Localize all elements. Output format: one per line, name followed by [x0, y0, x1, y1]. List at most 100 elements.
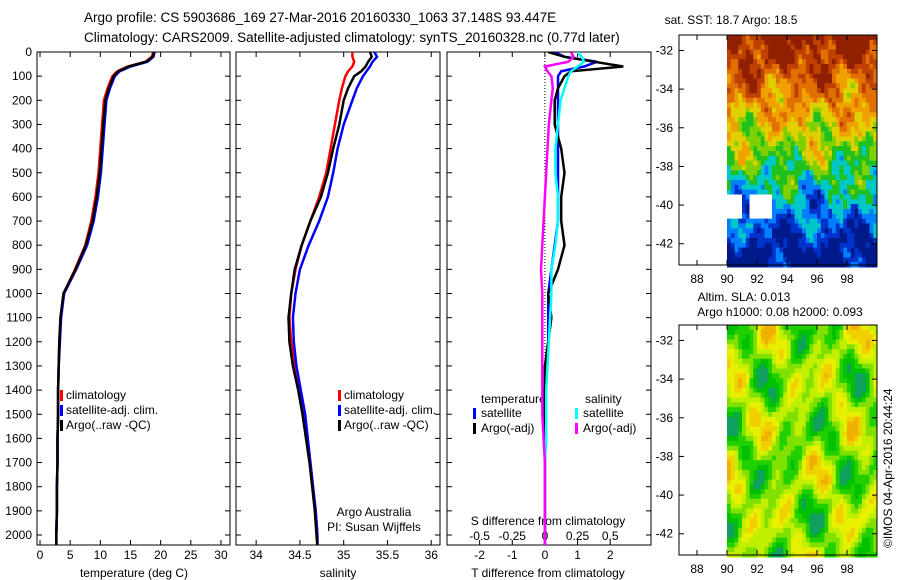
sst-cell — [828, 54, 833, 60]
sst-cell — [764, 242, 769, 249]
sla-cell — [764, 325, 769, 331]
sst-cell — [764, 189, 769, 195]
sst-cell — [839, 122, 844, 128]
sla-cell — [787, 412, 792, 418]
sst-cell — [768, 141, 773, 147]
sst-cell — [802, 64, 807, 70]
sla-cell — [850, 455, 855, 461]
sla-cell — [858, 329, 863, 336]
sst-cell — [749, 208, 754, 215]
sla-cell — [805, 387, 810, 394]
sla-cell — [862, 547, 867, 553]
sla-cell — [820, 474, 825, 481]
sst-cell — [787, 136, 792, 142]
diff-legend-label: satellite — [481, 406, 522, 420]
sla-cell — [813, 474, 818, 481]
sla-cell — [817, 402, 822, 408]
sla-cell — [862, 460, 867, 466]
sla-cell — [727, 373, 732, 379]
sst-cell — [753, 165, 758, 171]
sla-cell — [753, 397, 758, 403]
sla-cell — [824, 412, 829, 418]
sla-cell — [745, 503, 750, 510]
sla-cell — [839, 441, 844, 447]
sst-cell — [738, 59, 743, 65]
sst-cell — [850, 88, 855, 94]
sst-cell — [798, 126, 803, 133]
sla-cell — [858, 387, 863, 394]
sst-cell — [854, 93, 859, 99]
sst-cell — [854, 233, 859, 239]
sst-cell — [738, 175, 743, 181]
sla-cell — [802, 445, 807, 452]
sst-cell — [862, 160, 867, 166]
sst-cell — [757, 242, 762, 249]
sla-cell — [772, 392, 777, 398]
sst-cell — [727, 78, 732, 84]
salinity-xtick-label: 35.5 — [376, 548, 400, 562]
sla-cell — [854, 383, 859, 389]
sst-cell — [805, 73, 810, 80]
s-diff-tick-label: -0.25 — [499, 529, 527, 543]
sst-cell — [817, 93, 822, 99]
sst-cell — [779, 165, 784, 171]
sst-cell — [843, 97, 848, 104]
sst-cell — [798, 97, 803, 104]
sst-cell — [805, 247, 810, 253]
sla-cell — [772, 426, 777, 432]
sla-cell — [865, 503, 870, 510]
sst-cell — [820, 175, 825, 181]
sst-cell — [843, 131, 848, 137]
sst-cell — [798, 189, 803, 195]
sla-cell — [779, 508, 784, 514]
sst-cell — [858, 160, 863, 166]
sla-cell — [738, 431, 743, 437]
sst-cell — [749, 39, 754, 46]
sla-cell — [839, 344, 844, 350]
sst-cell — [854, 83, 859, 89]
sla-cell — [817, 489, 822, 495]
sst-cell — [873, 136, 878, 142]
sla-cell — [854, 392, 859, 398]
sla-cell — [817, 358, 822, 365]
sst-cell — [798, 146, 803, 152]
sla-cell — [824, 378, 829, 384]
sla-cell — [828, 426, 833, 432]
sst-cell — [775, 146, 780, 152]
sst-cell — [865, 141, 870, 147]
sla-cell — [824, 431, 829, 437]
sla-cell — [847, 368, 852, 374]
sla-cell — [869, 494, 874, 500]
sla-cell — [873, 368, 878, 374]
sst-cell — [775, 131, 780, 137]
sst-cell — [787, 155, 792, 162]
sst-cell — [869, 184, 874, 191]
sla-cell — [858, 349, 863, 355]
sst-cell — [817, 83, 822, 89]
sst-cell — [742, 83, 747, 89]
sla-cell — [794, 537, 799, 543]
sst-cell — [798, 49, 803, 55]
sla-cell — [772, 518, 777, 524]
sst-cell — [787, 117, 792, 123]
sst-cell — [738, 237, 743, 244]
sla-cell — [820, 450, 825, 456]
sla-cell — [775, 537, 780, 543]
sst-cell — [798, 122, 803, 128]
sst-cell — [854, 247, 859, 253]
sst-cell — [802, 78, 807, 84]
sst-cell — [839, 54, 844, 60]
sst-cell — [828, 107, 833, 113]
sla-cell — [824, 513, 829, 519]
sla-cell — [824, 479, 829, 485]
diff-legend-label: Argo(-adj) — [583, 421, 636, 435]
sst-cell — [858, 242, 863, 249]
sst-cell — [847, 83, 852, 89]
sst-cell — [764, 141, 769, 147]
sla-cell — [865, 523, 870, 529]
sst-cell — [809, 247, 814, 253]
sst-cell — [809, 151, 814, 157]
sla-cell — [805, 339, 810, 345]
sla-cell — [790, 392, 795, 398]
sst-cell — [738, 228, 743, 234]
